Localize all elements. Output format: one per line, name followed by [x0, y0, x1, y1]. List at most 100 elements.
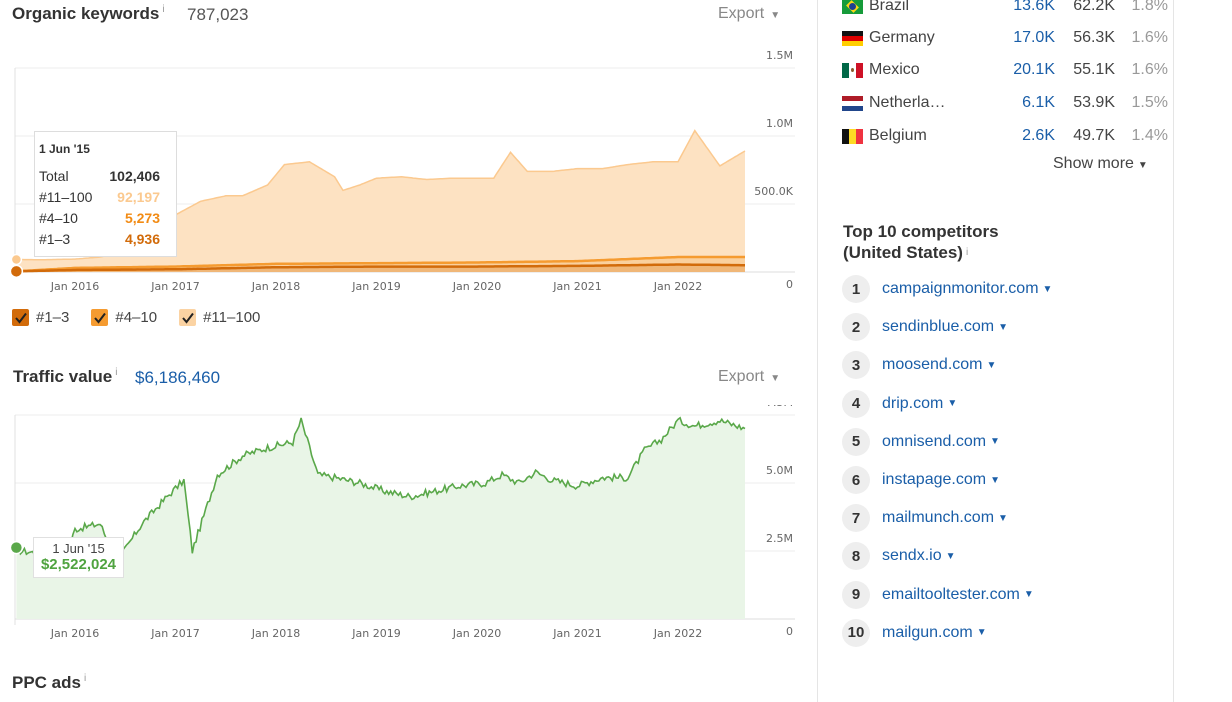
- country-name: Brazil: [869, 0, 910, 14]
- rank-badge: 4: [842, 389, 870, 418]
- hover-point-marker: [9, 540, 24, 555]
- chevron-down-icon[interactable]: ▼: [998, 321, 1008, 333]
- rank-badge: 3: [842, 351, 870, 380]
- competitor-link[interactable]: sendinblue.com: [882, 318, 995, 336]
- chevron-down-icon[interactable]: ▼: [976, 627, 987, 639]
- x-tick-label: Jan 2017: [150, 280, 199, 293]
- competitor-link[interactable]: campaignmonitor.com: [882, 280, 1039, 297]
- info-icon[interactable]: i: [965, 247, 969, 258]
- competitor-link[interactable]: moosend.com: [882, 356, 983, 374]
- competitor-link[interactable]: mailmunch.com: [882, 509, 995, 527]
- competitor-link[interactable]: omnisend.com: [882, 432, 987, 450]
- chevron-down-icon[interactable]: ▼: [1023, 589, 1034, 601]
- y-tick-label: 500.0K: [754, 185, 793, 198]
- legend-label: #1–3: [36, 309, 70, 326]
- country-keywords-link[interactable]: 2.6K: [1022, 127, 1055, 144]
- competitor-link[interactable]: emailtooltester.com: [882, 585, 1020, 603]
- competitor-row: 2 sendinblue.com ▼: [842, 313, 1008, 342]
- show-more-button[interactable]: Show more ▼: [1053, 155, 1148, 173]
- organic-keywords-label: Organic keywords: [12, 4, 160, 23]
- x-tick-label: Jan 2016: [50, 627, 99, 640]
- traffic-value-label: Traffic value: [13, 367, 113, 386]
- country-keywords-link[interactable]: 17.0K: [1013, 29, 1055, 46]
- competitors-title: Top 10 competitors (United States) i: [843, 221, 999, 263]
- ppc-ads-title: PPC ads i: [12, 673, 86, 693]
- competitor-link[interactable]: mailgun.com: [882, 623, 973, 641]
- country-traffic-share: 1.5%: [1131, 94, 1168, 111]
- rank-badge: 6: [842, 466, 870, 494]
- country-keywords-link[interactable]: 20.1K: [1013, 61, 1055, 78]
- y-tick-label: 7.5M: [766, 405, 793, 409]
- chevron-down-icon[interactable]: ▼: [947, 398, 958, 410]
- x-tick-label: Jan 2020: [452, 280, 501, 293]
- hover-point-marker: [10, 253, 23, 266]
- chevron-down-icon[interactable]: ▼: [1042, 283, 1053, 295]
- organic-keywords-title: Organic keywords i: [12, 4, 165, 24]
- x-tick-label: Jan 2020: [452, 627, 501, 640]
- country-traffic-share: 1.6%: [1131, 61, 1168, 78]
- country-name: Belgium: [869, 127, 927, 144]
- traffic-value-amount: $6,186,460: [135, 368, 221, 387]
- traffic-value-title: Traffic value i: [13, 367, 117, 387]
- country-traffic: 55.1K: [1073, 61, 1115, 78]
- country-keywords-link[interactable]: 13.6K: [1013, 0, 1055, 14]
- tooltip-date: 1 Jun '15: [52, 541, 105, 556]
- country-traffic: 62.2K: [1073, 0, 1115, 14]
- tooltip-row: #11–100 92,197: [39, 189, 160, 205]
- tooltip-value: $2,522,024: [40, 556, 117, 573]
- tooltip-row-label: #4–10: [39, 210, 78, 226]
- tooltip-date: 1 Jun '15: [39, 142, 90, 156]
- chevron-down-icon: ▼: [770, 373, 781, 384]
- rank-badge: 2: [842, 313, 870, 342]
- netherlands-flag-icon: [842, 95, 863, 111]
- traffic-value-chart[interactable]: 7.5M 5.0M 2.5M 0 Jan 2016 Jan 2017 Jan 2018 Jan…: [0, 405, 800, 650]
- checkbox-checked-icon[interactable]: [179, 309, 197, 326]
- tooltip-row-label: #1–3: [39, 231, 71, 247]
- x-tick-label: Jan 2018: [251, 627, 300, 640]
- country-traffic-share: 1.4%: [1131, 127, 1168, 144]
- chevron-down-icon[interactable]: ▼: [986, 359, 997, 371]
- competitor-row: 6 instapage.com ▼: [842, 466, 1000, 494]
- competitor-link[interactable]: drip.com: [882, 394, 944, 412]
- checkbox-checked-icon[interactable]: [91, 309, 109, 326]
- competitor-link[interactable]: instapage.com: [882, 471, 987, 488]
- country-traffic: 53.9K: [1073, 94, 1115, 111]
- traffic-export-button[interactable]: Export ▼: [718, 368, 780, 386]
- x-tick-label: Jan 2021: [552, 627, 601, 640]
- series-area-1: [16, 417, 745, 619]
- traffic-tooltip: 1 Jun '15 $2,522,024: [33, 537, 124, 578]
- y-tick-label: 5.0M: [766, 464, 793, 477]
- organic-export-button[interactable]: Export ▼: [718, 5, 780, 23]
- country-row: Netherla… 6.1K 53.9K 1.5%: [842, 92, 1168, 114]
- chevron-down-icon[interactable]: ▼: [990, 474, 1000, 486]
- legend-item[interactable]: #1–3: [12, 309, 69, 326]
- chevron-down-icon[interactable]: ▼: [990, 436, 1000, 448]
- checkbox-checked-icon[interactable]: [12, 309, 29, 326]
- x-tick-label: Jan 2021: [552, 280, 601, 293]
- germany-flag-icon: [842, 30, 863, 46]
- rank-badge: 1: [842, 275, 870, 303]
- panel-divider: [1173, 0, 1174, 702]
- competitor-link[interactable]: sendx.io: [882, 547, 942, 565]
- competitor-row: 10 mailgun.com ▼: [842, 618, 987, 647]
- series-area-1: [16, 130, 745, 272]
- country-row: Belgium 2.6K 49.7K 1.4%: [842, 125, 1168, 147]
- tooltip-row-label: Total: [39, 168, 69, 184]
- info-icon[interactable]: i: [83, 673, 87, 684]
- info-icon[interactable]: i: [162, 4, 165, 15]
- chevron-down-icon[interactable]: ▼: [998, 512, 1008, 524]
- chevron-down-icon[interactable]: ▼: [945, 550, 956, 562]
- tooltip-row-label: #11–100: [39, 189, 93, 205]
- info-icon[interactable]: i: [115, 367, 118, 378]
- competitor-row: 4 drip.com ▼: [842, 389, 958, 418]
- country-row: Brazil 13.6K 62.2K 1.8%: [842, 0, 1168, 17]
- legend-item[interactable]: #11–100: [179, 309, 260, 326]
- legend-item[interactable]: #4–10: [91, 309, 157, 326]
- tooltip-row: Total 102,406: [39, 168, 160, 184]
- country-name: Mexico: [869, 61, 920, 78]
- organic-tooltip: 1 Jun '15 Total 102,406 #11–100 92,197 #4–10…: [34, 131, 177, 257]
- country-traffic: 49.7K: [1073, 127, 1115, 144]
- competitor-row: 5 omnisend.com ▼: [842, 427, 1000, 456]
- x-tick-label: Jan 2019: [351, 627, 400, 640]
- country-keywords-link[interactable]: 6.1K: [1022, 94, 1055, 111]
